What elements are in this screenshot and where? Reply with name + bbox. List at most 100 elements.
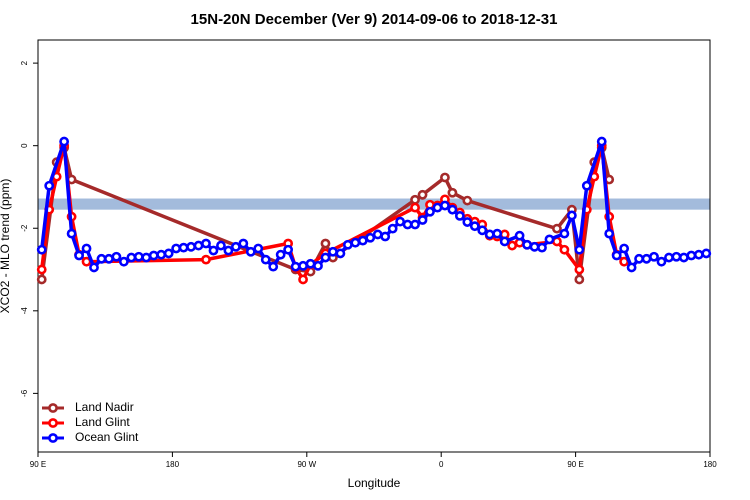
data-point <box>596 136 607 147</box>
data-point <box>380 231 391 242</box>
data-point <box>268 261 279 272</box>
data-point <box>387 223 398 234</box>
data-point <box>245 246 256 257</box>
data-point <box>44 180 55 191</box>
data-point <box>74 250 84 261</box>
data-point <box>649 251 659 262</box>
data-point <box>223 245 234 256</box>
plot-frame <box>37 39 711 453</box>
data-point <box>671 251 682 262</box>
data-point <box>634 253 644 264</box>
data-point <box>253 243 264 254</box>
reference-band <box>38 198 710 210</box>
data-point <box>81 243 92 254</box>
data-point <box>238 238 249 249</box>
data-point <box>89 262 99 273</box>
data-point <box>335 248 346 259</box>
data-point <box>432 202 443 213</box>
data-point <box>290 261 301 272</box>
data-point <box>492 228 503 239</box>
data-point <box>402 219 413 230</box>
data-point <box>156 249 167 260</box>
data-point <box>611 250 622 261</box>
data-point <box>447 187 458 198</box>
data-point <box>372 229 383 240</box>
data-point <box>537 242 547 253</box>
data-point <box>477 225 488 236</box>
data-point <box>559 228 570 239</box>
data-point <box>148 250 159 261</box>
data-point <box>462 217 473 227</box>
legend-label: Land Glint <box>75 415 130 429</box>
data-point <box>66 228 77 239</box>
data-point <box>604 228 615 239</box>
data-point <box>216 240 226 251</box>
data-point <box>171 243 182 254</box>
data-point <box>656 256 667 267</box>
data-point <box>581 180 592 191</box>
x-tick-label: 180 <box>166 460 180 469</box>
chart-title: 15N-20N December (Ver 9) 2014-09-06 to 2… <box>191 11 558 28</box>
y-tick-label: -4 <box>20 307 29 315</box>
data-point <box>201 238 211 249</box>
y-tick-label: -6 <box>20 389 29 397</box>
data-point <box>626 262 637 273</box>
data-point <box>566 210 577 221</box>
data-point <box>298 260 308 271</box>
data-point <box>544 234 555 245</box>
data-point <box>126 252 137 263</box>
data-point <box>410 202 420 213</box>
data-point <box>395 216 406 227</box>
data-point <box>410 194 420 205</box>
data-point <box>693 249 704 260</box>
y-tick-label: 2 <box>20 60 29 65</box>
data-point <box>350 237 361 248</box>
data-point <box>701 248 712 259</box>
legend-marker <box>48 418 58 428</box>
x-tick-label: 180 <box>703 460 717 469</box>
data-point <box>163 248 174 259</box>
data-point <box>417 215 428 225</box>
data-point <box>686 250 697 261</box>
data-point <box>499 236 510 247</box>
data-point <box>425 206 435 217</box>
x-tick-label: 90 E <box>567 460 583 469</box>
data-point <box>208 245 219 256</box>
data-point <box>36 274 47 285</box>
data-point <box>484 229 495 240</box>
y-axis-label: XCO2 - MLO trend (ppm) <box>0 179 12 314</box>
data-point <box>440 172 450 183</box>
data-point <box>313 260 323 271</box>
data-point <box>104 253 114 264</box>
data-point <box>342 239 353 250</box>
data-point <box>664 252 674 263</box>
data-point <box>59 136 70 147</box>
data-point <box>141 252 152 263</box>
data-point <box>529 241 540 252</box>
y-tick-label: 0 <box>20 143 29 148</box>
data-point <box>36 244 47 255</box>
data-point <box>298 274 308 285</box>
legend-marker <box>48 403 58 413</box>
data-point <box>357 235 368 246</box>
data-point <box>186 241 196 252</box>
data-point <box>462 195 473 206</box>
data-point <box>96 253 107 264</box>
data-point <box>118 256 129 267</box>
data-point <box>320 238 331 249</box>
data-point <box>260 254 271 265</box>
data-point <box>36 264 47 275</box>
legend-marker <box>48 433 58 443</box>
data-point <box>230 241 241 252</box>
data-point <box>440 200 450 211</box>
data-point <box>275 249 286 260</box>
data-point <box>574 264 585 275</box>
x-tick-label: 90 E <box>30 460 46 469</box>
data-point <box>514 230 525 241</box>
data-point <box>678 252 689 263</box>
data-point <box>283 244 294 255</box>
data-point <box>552 223 562 234</box>
data-point <box>111 251 122 262</box>
data-point <box>305 258 316 269</box>
data-point <box>574 274 585 285</box>
